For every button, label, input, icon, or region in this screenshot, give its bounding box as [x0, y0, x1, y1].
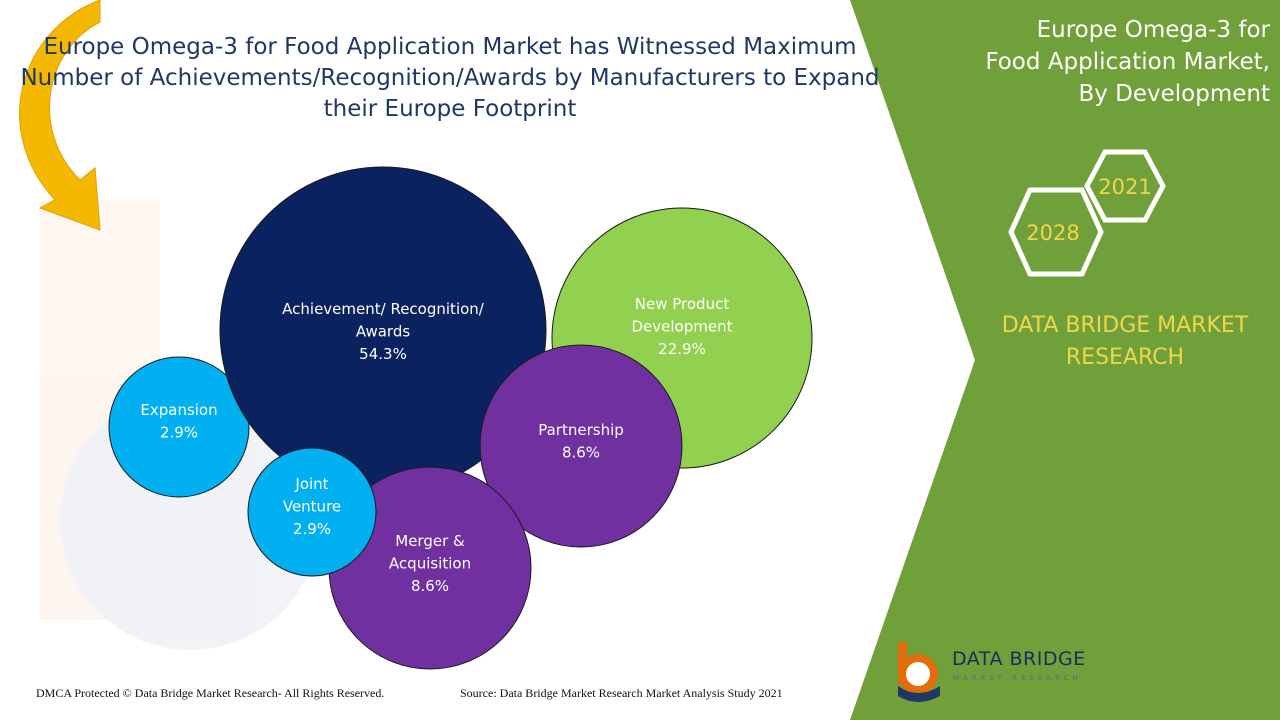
bubble-5 — [247, 447, 377, 577]
side-panel-title: Europe Omega-3 for Food Application Mark… — [985, 17, 1270, 107]
brand-logo-icon — [898, 642, 940, 702]
chart-title: Europe Omega-3 for Food Application Mark… — [20, 34, 880, 122]
year-start: 2021 — [1098, 175, 1151, 199]
logo-name: DATA BRIDGE — [952, 648, 1086, 670]
hexagon-2028-icon — [1008, 187, 1104, 277]
year-end: 2028 — [1026, 221, 1079, 245]
bubble-chart: Expansion 2.9% Achievement/ Recognition/Aw… — [108, 166, 813, 670]
bubble-label-1: New Product Development 22.9% — [632, 295, 733, 358]
logo-tagline: MARKET RESEARCH — [953, 674, 1082, 682]
bubble-label-5: Joint Venture 2.9% — [283, 475, 341, 538]
bubble-label-0: Achievement/ Recognition/Awards 54.3% — [282, 300, 485, 363]
copyright-text: DMCA Protected © Data Bridge Market Rese… — [36, 686, 385, 700]
side-panel — [850, 0, 1280, 720]
bubble-label-2: Partnership 8.6% — [538, 421, 624, 462]
hexagon-2021-icon — [1084, 149, 1166, 223]
bubble-label-3: Merger & Acquisition 8.6% — [389, 532, 471, 595]
bubble-2 — [479, 344, 683, 548]
bubble-label-4: Expansion 2.9% — [140, 401, 217, 442]
source-text: Source: Data Bridge Market Research Mark… — [460, 686, 783, 700]
brand-name: DATA BRIDGE MARKET RESEARCH — [1001, 313, 1249, 370]
bubble-4 — [108, 356, 250, 498]
curved-arrow-icon — [19, 0, 101, 231]
